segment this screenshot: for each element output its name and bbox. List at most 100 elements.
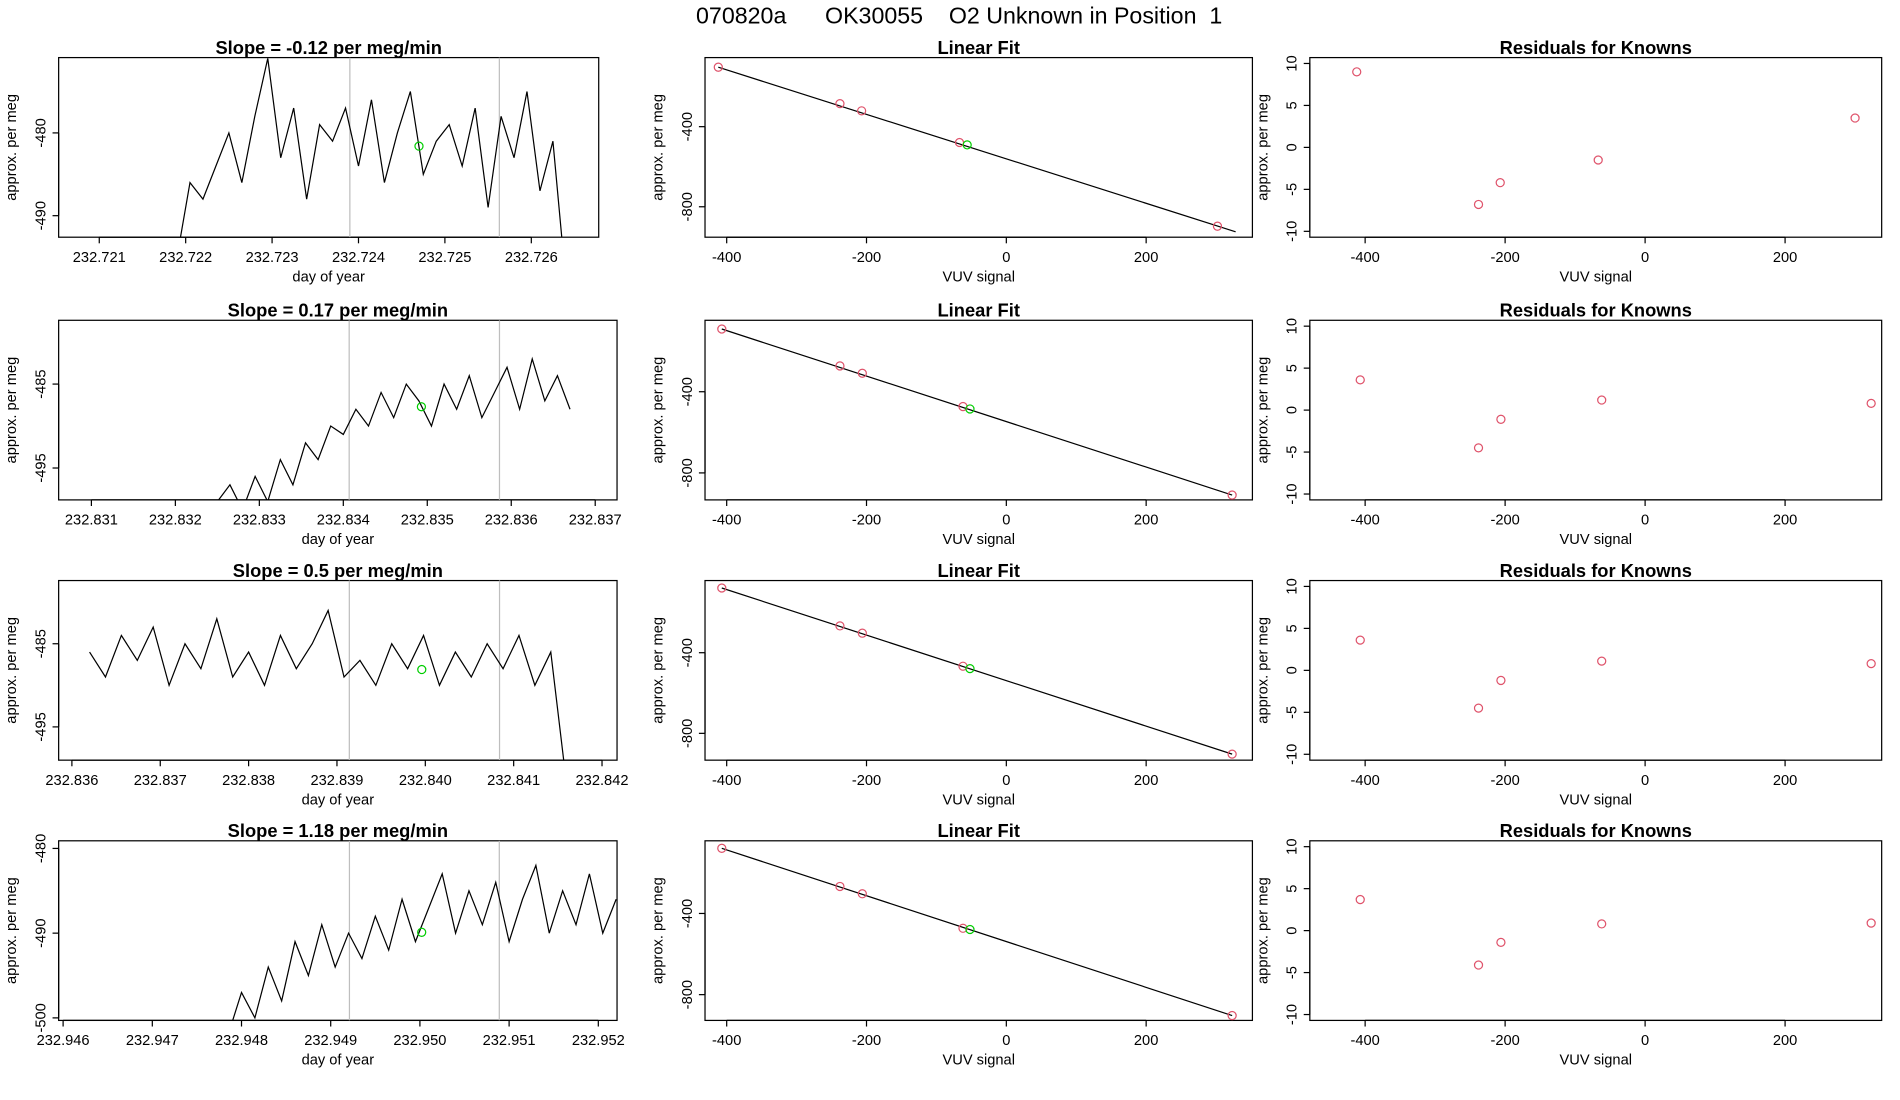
y-axis-label: approx. per meg [1255, 357, 1271, 464]
x-tick-label: 0 [1002, 250, 1010, 266]
x-tick-label: -400 [1350, 773, 1379, 789]
unknown-point [414, 141, 424, 151]
x-tick-label: 232.842 [576, 773, 629, 789]
panel-title: Slope = -0.12 per meg/min [215, 37, 441, 58]
x-tick-label: 232.721 [73, 250, 126, 266]
known-point [717, 583, 727, 593]
x-tick-label: 232.836 [45, 773, 98, 789]
panel-title: Residuals for Knowns [1500, 820, 1692, 841]
x-tick-label: -200 [852, 1033, 881, 1049]
x-tick-label: 232.947 [126, 1033, 179, 1049]
y-axis-label: approx. per meg [4, 617, 20, 724]
panel: Slope = 1.18 per meg/min day of year appro… [4, 820, 625, 1069]
plot-box [704, 56, 1254, 238]
x-tick-label: 232.836 [485, 513, 538, 529]
y-tick-label: 10 [1285, 578, 1301, 594]
known-point [1355, 635, 1365, 645]
x-tick-label: 0 [1002, 1033, 1010, 1049]
y-tick-label: -5 [1285, 966, 1301, 979]
known-point [1473, 443, 1484, 453]
y-tick-label: -495 [33, 453, 49, 482]
y-axis-label: approx. per meg [650, 357, 666, 464]
y-tick-label: -10 [1285, 221, 1301, 242]
panel-title: Residuals for Knowns [1500, 37, 1692, 58]
x-tick-label: 232.951 [483, 1033, 536, 1049]
known-point [1593, 155, 1603, 165]
x-tick-label: -200 [1490, 513, 1519, 529]
x-tick-label: 0 [1641, 513, 1649, 529]
x-tick-label: 200 [1134, 250, 1158, 266]
known-point [835, 621, 845, 631]
plot-box [704, 319, 1254, 501]
panel: Residuals for Knowns VUV signal approx. pe… [1255, 820, 1883, 1069]
x-tick-label: 232.724 [332, 250, 385, 266]
x-axis-label: VUV signal [942, 532, 1015, 548]
x-tick-label: 0 [1002, 773, 1010, 789]
data-line [89, 608, 565, 761]
x-tick-label: 232.949 [304, 1033, 357, 1049]
y-tick-label: 0 [1285, 666, 1301, 674]
data-line [232, 863, 617, 1021]
known-point [1212, 221, 1223, 231]
known-point [713, 62, 723, 72]
x-tick-label: 200 [1773, 513, 1797, 529]
plot-box [1309, 319, 1883, 501]
plot-box [58, 840, 618, 1022]
panel: Slope = -0.12 per meg/min day of year appr… [4, 37, 600, 285]
plot-area [179, 57, 563, 238]
plot-area [217, 320, 571, 500]
panel-title: Linear Fit [938, 820, 1020, 841]
y-tick-label: -800 [680, 458, 696, 487]
known-point [1496, 414, 1506, 424]
unknown-point [965, 663, 975, 674]
unknown-point [962, 140, 972, 150]
panel-title: Linear Fit [938, 300, 1020, 321]
x-tick-label: 0 [1641, 773, 1649, 789]
x-tick-label: 0 [1641, 1033, 1649, 1049]
x-tick-label: 232.838 [222, 773, 275, 789]
x-tick-label: -200 [852, 773, 881, 789]
x-tick-label: 200 [1773, 250, 1797, 266]
known-point [1352, 67, 1362, 77]
x-tick-label: 232.946 [37, 1033, 90, 1049]
panel: Slope = 0.5 per meg/min day of year approx… [4, 560, 628, 809]
panel-title: Slope = 1.18 per meg/min [228, 820, 448, 841]
x-tick-label: -200 [852, 513, 881, 529]
known-point [1866, 918, 1876, 928]
x-tick-label: 232.840 [399, 773, 452, 789]
panel-title: Residuals for Knowns [1500, 560, 1692, 581]
x-tick-label: -400 [1350, 1033, 1379, 1049]
known-point [857, 889, 867, 899]
y-tick-label: -10 [1285, 1004, 1301, 1025]
plot-area [1355, 635, 1876, 713]
panel: Residuals for Knowns VUV signal approx. pe… [1255, 300, 1883, 548]
known-point [835, 361, 845, 371]
y-tick-label: 0 [1285, 406, 1301, 414]
x-tick-label: -200 [852, 250, 881, 266]
x-tick-label: 232.952 [572, 1033, 625, 1049]
known-point [1227, 749, 1237, 759]
x-tick-label: 0 [1002, 513, 1010, 529]
y-tick-label: -485 [33, 369, 49, 398]
x-axis-label: VUV signal [942, 1053, 1015, 1069]
x-axis-label: day of year [292, 269, 365, 285]
fit-line [718, 66, 1236, 233]
y-tick-label: 5 [1285, 101, 1301, 109]
x-tick-label: -400 [712, 1033, 741, 1049]
x-axis-label: day of year [302, 532, 375, 548]
y-tick-label: 5 [1285, 364, 1301, 372]
x-tick-label: -400 [712, 773, 741, 789]
x-axis-label: VUV signal [1559, 532, 1632, 548]
x-tick-label: -200 [1490, 250, 1519, 266]
x-tick-label: 232.722 [159, 250, 212, 266]
x-axis-label: day of year [302, 1053, 375, 1069]
unknown-point [965, 404, 975, 414]
x-tick-label: 232.725 [418, 250, 471, 266]
plot-area [1355, 375, 1876, 453]
known-point [835, 881, 845, 892]
plot-area [1355, 894, 1876, 970]
x-tick-label: 200 [1773, 1033, 1797, 1049]
fit-line [721, 328, 1233, 496]
y-tick-label: -495 [33, 712, 49, 741]
y-tick-label: -480 [33, 834, 49, 863]
